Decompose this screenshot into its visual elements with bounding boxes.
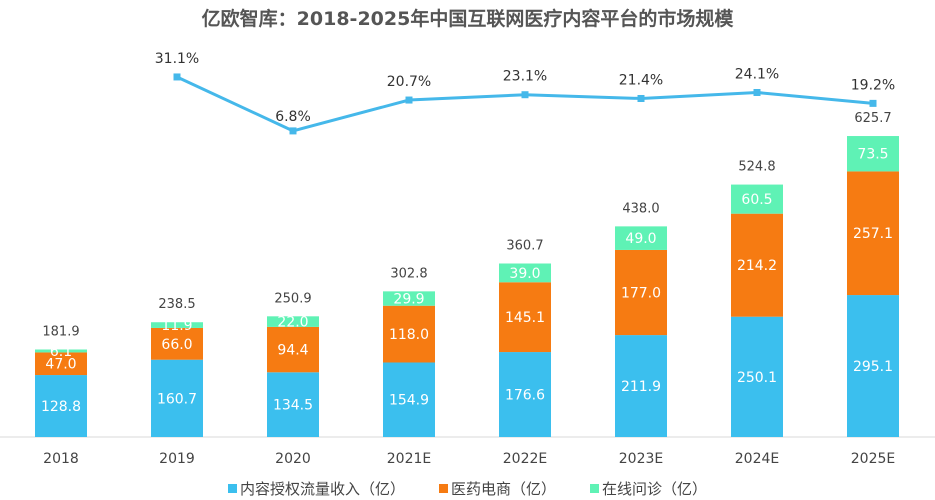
growth-label: 23.1% [503, 69, 547, 85]
bar-segment [615, 335, 667, 437]
growth-label: 20.7% [387, 74, 431, 90]
bar-segment [383, 362, 435, 437]
data-label: 250.1 [737, 370, 777, 386]
bar-segment [35, 375, 87, 437]
legend-label: 内容授权流量收入（亿） [239, 480, 405, 498]
total-label: 250.9 [274, 291, 311, 306]
growth-marker [173, 73, 181, 81]
bar-segment [383, 305, 435, 363]
data-label: 73.5 [857, 147, 888, 163]
growth-marker [289, 127, 297, 135]
bar-segment [731, 213, 783, 317]
growth-marker [405, 96, 413, 104]
x-tick-label: 2021E [387, 451, 431, 467]
data-label: 176.6 [505, 388, 545, 404]
data-label: 6.1 [50, 344, 72, 360]
bar-segment [731, 184, 783, 214]
data-label: 47.0 [45, 357, 76, 373]
legend-label: 在线问诊（亿） [602, 480, 708, 498]
bar-segment [151, 359, 203, 437]
data-label: 134.5 [273, 398, 313, 414]
bar-segment [847, 171, 899, 296]
growth-marker [637, 94, 645, 102]
legend-item: 医药电商（亿） [438, 478, 556, 499]
x-tick-label: 2018 [43, 451, 79, 467]
data-label: 145.1 [505, 310, 545, 326]
data-label: 211.9 [621, 379, 661, 395]
growth-marker [753, 88, 761, 96]
growth-marker [869, 99, 877, 107]
data-label: 257.1 [853, 226, 893, 242]
bar-segment [383, 291, 435, 306]
growth-marker [521, 91, 529, 99]
x-tick-label: 2023E [619, 451, 663, 467]
bar-segment [499, 352, 551, 437]
chart-title: 亿欧智库：2018-2025年中国互联网医疗内容平台的市场规模 [201, 8, 734, 30]
bar-segment [499, 282, 551, 353]
data-label: 160.7 [157, 391, 197, 407]
total-label: 238.5 [158, 297, 195, 312]
data-label: 128.8 [41, 399, 81, 415]
data-label: 60.5 [741, 192, 772, 208]
bar-segment [151, 327, 203, 360]
x-tick-label: 2022E [503, 451, 547, 467]
data-label: 49.0 [625, 231, 656, 247]
data-label: 154.9 [389, 393, 429, 409]
total-label: 181.9 [42, 325, 79, 340]
data-label: 94.4 [277, 343, 308, 359]
x-tick-label: 2024E [735, 451, 779, 467]
bar-segment [267, 326, 319, 373]
data-label: 66.0 [161, 337, 192, 353]
data-label: 39.0 [509, 266, 540, 282]
legend-swatch [227, 484, 237, 493]
growth-label: 31.1% [155, 51, 199, 67]
total-label: 438.0 [622, 201, 659, 216]
bar-segment [267, 372, 319, 437]
bar-segment [35, 349, 87, 353]
data-label: 295.1 [853, 359, 893, 375]
bar-segment [267, 316, 319, 327]
total-label: 360.7 [506, 239, 543, 254]
legend: 内容授权流量收入（亿） 医药电商（亿） 在线问诊（亿） [0, 478, 935, 499]
data-label: 29.9 [393, 292, 424, 308]
data-label: 177.0 [621, 286, 661, 302]
bar-segment [731, 316, 783, 437]
bar-segment [151, 322, 203, 328]
legend-label: 医药电商（亿） [450, 480, 556, 498]
x-tick-label: 2019 [159, 451, 195, 467]
growth-label: 21.4% [619, 72, 663, 88]
data-label: 11.9 [161, 318, 192, 334]
total-label: 625.7 [854, 111, 891, 126]
x-tick-label: 2025E [851, 451, 895, 467]
bar-segment [847, 295, 899, 437]
bar-segment [499, 263, 551, 283]
data-label: 214.2 [737, 258, 777, 274]
growth-label: 6.8% [275, 109, 311, 125]
bar-segment [615, 249, 667, 336]
legend-item: 内容授权流量收入（亿） [227, 478, 405, 499]
bar-segment [615, 226, 667, 250]
legend-swatch [590, 484, 599, 493]
legend-swatch [438, 484, 448, 493]
growth-label: 19.2% [851, 77, 895, 93]
bar-segment [35, 352, 87, 376]
total-label: 302.8 [390, 266, 427, 281]
data-label: 22.0 [277, 315, 308, 331]
legend-item: 在线问诊（亿） [590, 478, 707, 499]
growth-label: 24.1% [735, 66, 779, 82]
data-label: 118.0 [389, 327, 429, 343]
x-tick-label: 2020 [275, 451, 311, 467]
bar-segment [847, 136, 899, 172]
total-label: 524.8 [738, 160, 775, 175]
